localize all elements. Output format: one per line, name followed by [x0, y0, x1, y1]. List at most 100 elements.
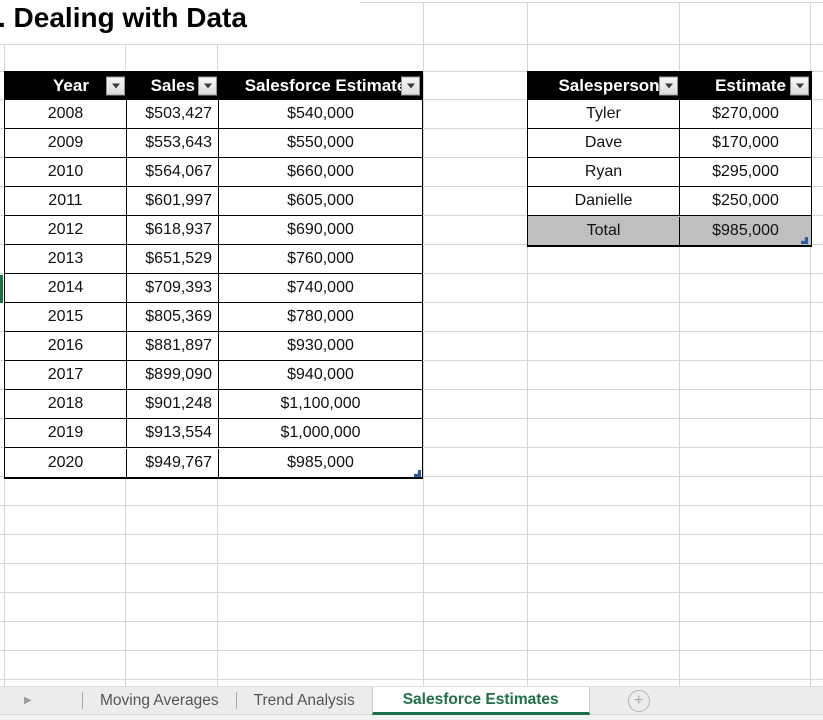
sales-table-header: Year Sales Salesforce Estimate	[5, 71, 422, 100]
year-cell[interactable]: 2016	[5, 332, 127, 360]
table-row: Dave $170,000	[528, 129, 811, 158]
year-cell[interactable]: 2019	[5, 419, 127, 447]
table-row: 2008 $503,427 $540,000	[5, 100, 422, 129]
estimates-table-header: Salesperson Estimate	[528, 71, 811, 100]
year-cell[interactable]: 2013	[5, 245, 127, 273]
table-row: 2017 $899,090 $940,000	[5, 361, 422, 390]
sales-cell[interactable]: $709,393	[127, 274, 219, 302]
estimate-column-header[interactable]: Estimate	[680, 71, 811, 100]
sales-cell[interactable]: $805,369	[127, 303, 219, 331]
estimate-cell[interactable]: $985,000	[712, 221, 779, 239]
sales-cell[interactable]: $564,067	[127, 158, 219, 186]
salesforce-estimate-cell[interactable]: $940,000	[287, 366, 354, 383]
salesforce-estimate-cell[interactable]: $605,000	[287, 192, 354, 209]
salesperson-cell[interactable]: Tyler	[528, 100, 680, 128]
sales-cell[interactable]: $601,997	[127, 187, 219, 215]
filter-button-salesforce-estimate[interactable]	[401, 76, 420, 95]
salesforce-estimate-column-header[interactable]: Salesforce Estimate	[219, 71, 422, 100]
table-row: 2018 $901,248 $1,100,000	[5, 390, 422, 419]
salesforce-estimate-cell[interactable]: $930,000	[287, 337, 354, 354]
year-cell[interactable]: 2011	[5, 187, 127, 215]
year-cell[interactable]: 2008	[5, 100, 127, 128]
gridline	[360, 2, 823, 3]
estimate-cell[interactable]: $250,000	[712, 192, 779, 209]
salesforce-estimate-cell[interactable]: $660,000	[287, 163, 354, 180]
gridline	[0, 44, 823, 45]
dropdown-arrow-icon	[203, 83, 212, 88]
table-row: 2019 $913,554 $1,000,000	[5, 419, 422, 448]
salesperson-header-label: Salesperson	[558, 75, 660, 95]
salesperson-cell[interactable]: Ryan	[528, 158, 680, 186]
filter-button-estimate[interactable]	[790, 76, 809, 95]
sales-cell[interactable]: $901,248	[127, 390, 219, 418]
sheet-tab-bar: ▶ Moving Averages Trend Analysis Salesfo…	[0, 686, 823, 720]
salesforce-estimate-cell[interactable]: $1,000,000	[280, 424, 361, 441]
salesforce-estimate-cell[interactable]: $780,000	[287, 308, 354, 325]
year-cell[interactable]: 2017	[5, 361, 127, 389]
year-header-label: Year	[53, 75, 89, 95]
year-cell[interactable]: 2018	[5, 390, 127, 418]
estimate-cell[interactable]: $270,000	[712, 105, 779, 122]
table-row: 2013 $651,529 $760,000	[5, 245, 422, 274]
dropdown-arrow-icon	[664, 83, 673, 88]
salesforce-estimate-cell[interactable]: $550,000	[287, 134, 354, 151]
year-cell[interactable]: 2012	[5, 216, 127, 244]
tab-salesforce-estimates[interactable]: Salesforce Estimates	[371, 686, 590, 715]
salesperson-cell[interactable]: Danielle	[528, 187, 680, 215]
year-column-header[interactable]: Year	[5, 71, 127, 100]
sales-header-label: Sales	[150, 75, 195, 95]
salesforce-estimate-cell[interactable]: $760,000	[287, 250, 354, 267]
year-cell[interactable]: 2010	[5, 158, 127, 186]
table-row: Tyler $270,000	[528, 100, 811, 129]
estimate-header-label: Estimate	[715, 75, 786, 95]
estimates-table: Salesperson Estimate Tyler $270,000 Dave $1…	[527, 71, 812, 247]
salesperson-column-header[interactable]: Salesperson	[528, 71, 680, 100]
sales-cell[interactable]: $651,529	[127, 245, 219, 273]
sales-cell[interactable]: $949,767	[127, 448, 219, 477]
tab-trend-analysis[interactable]: Trend Analysis	[253, 691, 355, 709]
year-cell[interactable]: 2009	[5, 129, 127, 157]
table-row: 2010 $564,067 $660,000	[5, 158, 422, 187]
active-cell-indicator	[0, 275, 3, 303]
gridline	[527, 2, 528, 686]
page-title: . Dealing with Data	[0, 2, 247, 33]
table-row: 2015 $805,369 $780,000	[5, 303, 422, 332]
tab-separator	[82, 692, 83, 709]
sales-column-header[interactable]: Sales	[127, 71, 219, 100]
estimate-cell[interactable]: $295,000	[712, 163, 779, 180]
tab-scroll-right-icon[interactable]: ▶	[24, 695, 32, 706]
add-sheet-button[interactable]: +	[627, 689, 650, 712]
salesforce-estimate-cell[interactable]: $540,000	[287, 105, 354, 122]
filter-button-year[interactable]	[106, 76, 125, 95]
sales-cell[interactable]: $618,937	[127, 216, 219, 244]
salesperson-cell[interactable]: Total	[528, 216, 680, 245]
sales-cell[interactable]: $553,643	[127, 129, 219, 157]
estimate-cell[interactable]: $170,000	[712, 134, 779, 151]
total-row: Total $985,000	[528, 216, 811, 245]
sales-table-body: 2008 $503,427 $540,000 2009 $553,643 $550,000…	[5, 100, 422, 477]
filter-button-salesperson[interactable]	[659, 76, 678, 95]
filter-button-sales[interactable]	[198, 76, 217, 95]
sales-cell[interactable]: $913,554	[127, 419, 219, 447]
sales-cell[interactable]: $881,897	[127, 332, 219, 360]
salesperson-cell[interactable]: Dave	[528, 129, 680, 157]
dropdown-arrow-icon	[795, 83, 804, 88]
salesforce-estimate-header-label: Salesforce Estimate	[244, 75, 407, 95]
salesforce-estimate-cell[interactable]: $740,000	[287, 279, 354, 296]
gridline	[810, 2, 811, 686]
year-cell[interactable]: 2020	[5, 448, 127, 477]
estimates-table-body: Tyler $270,000 Dave $170,000 Ryan $295,000 Dan…	[528, 100, 811, 245]
salesforce-estimate-cell[interactable]: $1,100,000	[280, 395, 361, 412]
tab-moving-averages[interactable]: Moving Averages	[100, 691, 219, 709]
sales-cell[interactable]: $899,090	[127, 361, 219, 389]
gridline	[423, 2, 424, 686]
salesforce-estimate-cell[interactable]: $690,000	[287, 221, 354, 238]
table-row: Danielle $250,000	[528, 187, 811, 216]
salesforce-estimate-cell[interactable]: $985,000	[287, 453, 354, 471]
year-cell[interactable]: 2015	[5, 303, 127, 331]
year-cell[interactable]: 2014	[5, 274, 127, 302]
sales-cell[interactable]: $503,427	[127, 100, 219, 128]
status-strip	[0, 714, 823, 720]
sheet-tabs-row: ▶ Moving Averages Trend Analysis Salesfo…	[0, 686, 823, 715]
